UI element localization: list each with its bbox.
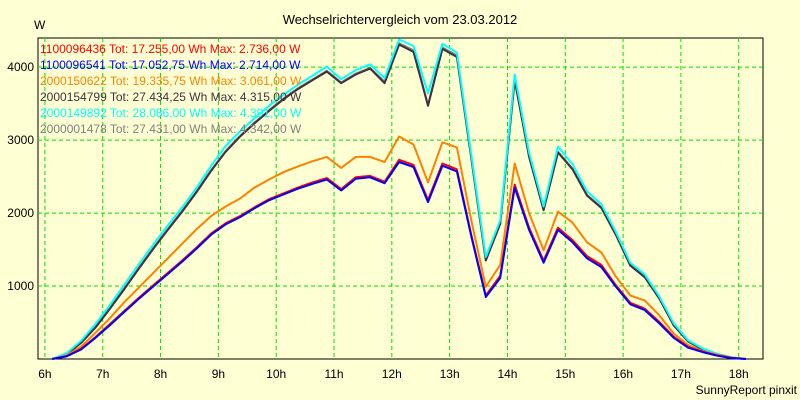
series-line-2000150622: [51, 135, 747, 360]
y-tick-labels: 1000 2000 3000 4000: [7, 60, 34, 293]
y-tick-label: 3000: [7, 133, 34, 147]
x-tick-label: 15h: [555, 367, 575, 381]
x-tick-label: 7h: [96, 367, 109, 381]
series-line-2000154799: [51, 43, 747, 360]
x-tick-label: 10h: [266, 367, 286, 381]
x-tick-label: 12h: [382, 367, 402, 381]
x-tick-label: 8h: [154, 367, 167, 381]
series-lines: [51, 38, 747, 360]
series-line-2000149892: [51, 38, 747, 360]
x-tick-labels: 6h 7h 8h 9h 10h 11h 12h 13h 14h 15h 16h 17h 18h: [38, 367, 748, 381]
x-tick-label: 18h: [729, 367, 749, 381]
x-tick-label: 14h: [497, 367, 517, 381]
y-tick-label: 4000: [7, 60, 34, 74]
y-axis-label: W: [34, 18, 46, 32]
legend-entry-2000150622: 2000150622 Tot: 19.335,75 Wh Max: 3.061,…: [40, 74, 302, 88]
x-tick-label: 6h: [38, 367, 51, 381]
x-tick-label: 17h: [671, 367, 691, 381]
legend-entry-1100096541: 1100096541 Tot: 17.052,75 Wh Max: 2.714,…: [40, 58, 301, 72]
legend-entry-1100096436: 1100096436 Tot: 17.255,00 Wh Max: 2.736,…: [40, 42, 301, 56]
legend: 1100096436 Tot: 17.255,00 Wh Max: 2.736,…: [40, 42, 302, 136]
plot-area: [37, 37, 764, 360]
legend-entry-2000001478: 2000001478 Tot: 27.431,00 Wh Max: 4.342,…: [40, 122, 302, 136]
x-tick-label: 9h: [212, 367, 225, 381]
x-tick-label: 16h: [613, 367, 633, 381]
legend-entry-2000149892: 2000149892 Tot: 28.086,00 Wh Max: 4.391,…: [40, 106, 302, 120]
legend-entry-2000154799: 2000154799 Tot: 27.434,25 Wh Max: 4.315,…: [40, 90, 302, 104]
y-tick-label: 1000: [7, 279, 34, 293]
x-tick-label: 11h: [324, 367, 343, 381]
y-tick-label: 2000: [7, 206, 34, 220]
chart-title: Wechselrichtervergleich vom 23.03.2012: [283, 12, 518, 27]
grid: [38, 38, 763, 359]
x-tick-label: 13h: [440, 367, 460, 381]
footer-credit: SunnyReport pinxit: [696, 383, 798, 397]
series-line-1100096541: [52, 161, 746, 360]
